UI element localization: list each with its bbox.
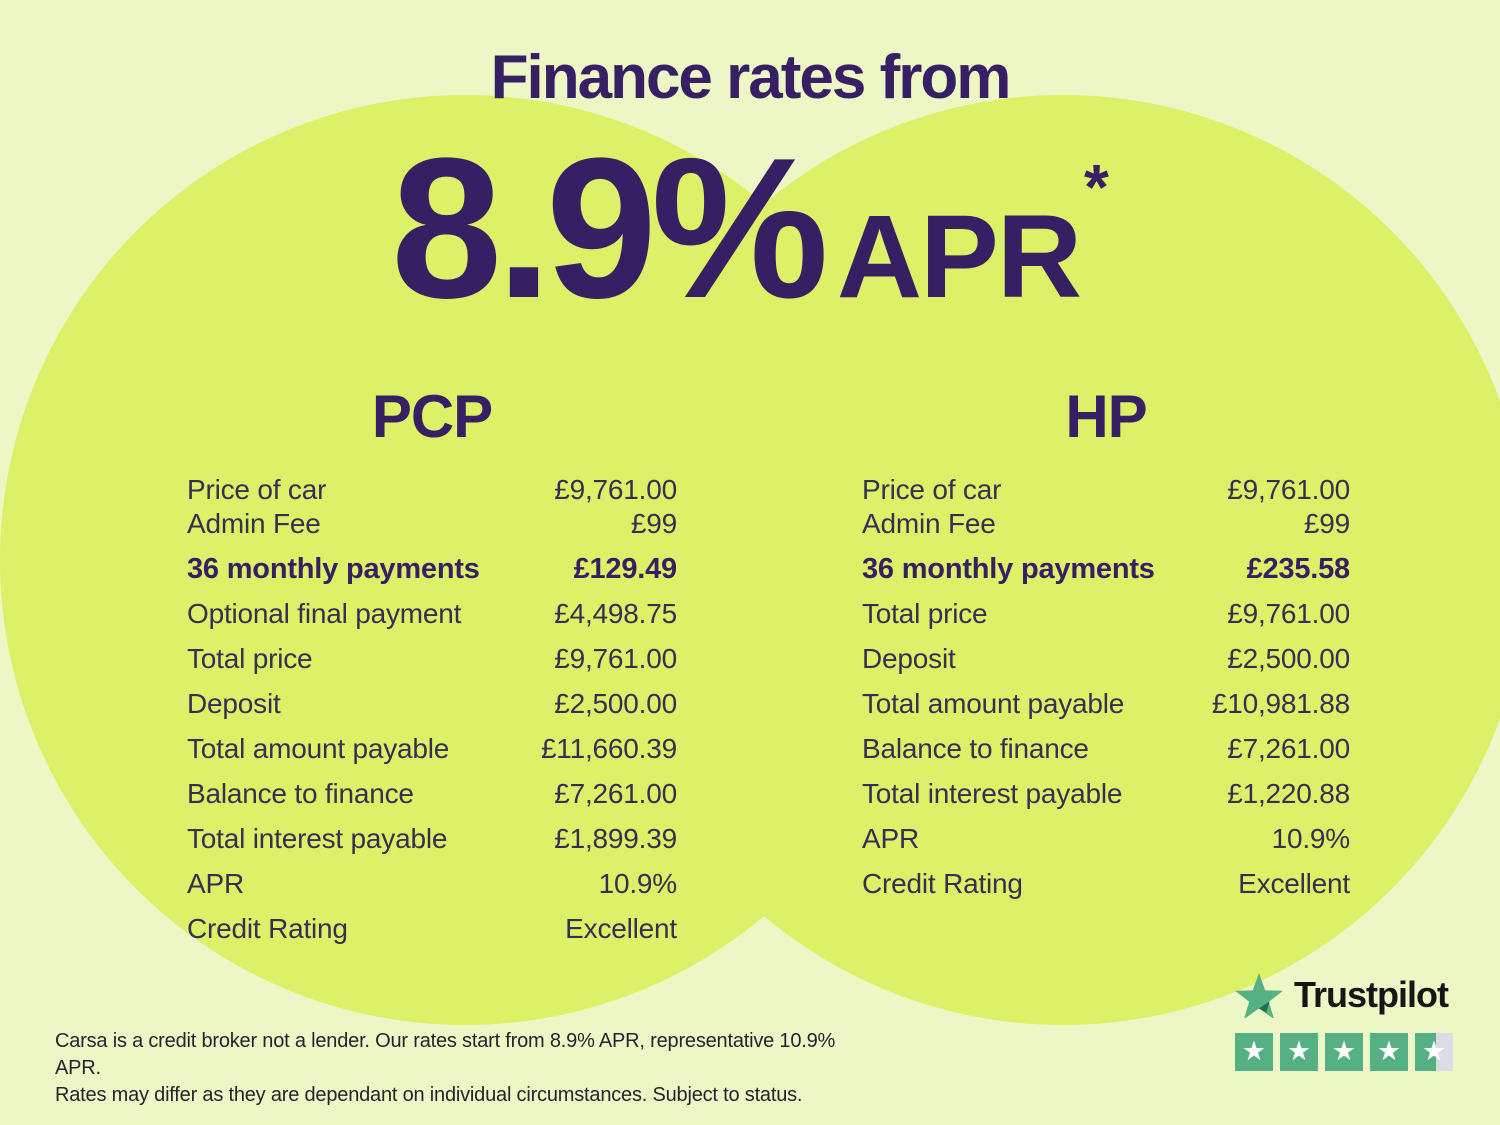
row-label: Deposit [187,688,281,719]
table-row: Total price £9,761.00 [862,598,1350,632]
rate-suffix-apr: APR [836,191,1082,323]
row-label: Deposit [862,643,956,674]
row-value: £9,761.00 [1227,474,1350,505]
rating-star-box: ★ [1370,1033,1408,1071]
table-row: Credit Rating Excellent [862,868,1350,902]
rate-value: 8.9% [391,117,829,340]
row-value: 10.9% [598,868,678,899]
row-value: £4,498.75 [554,598,677,629]
row-label: Total amount payable [187,733,450,764]
rating-star-box: ★ [1235,1033,1273,1071]
row-label: Total interest payable [862,778,1123,809]
trustpilot-logo: Trustpilot [1235,972,1449,1018]
row-value: £9,761.00 [1227,598,1350,629]
table-row: Total amount payable £10,981.88 [862,688,1350,722]
row-label: 36 monthly payments [862,553,1155,585]
table-row: Credit Rating Excellent [187,913,677,947]
disclaimer: Carsa is a credit broker not a lender. O… [55,1028,855,1109]
row-label: Price of car [862,474,1002,505]
row-label: 36 monthly payments [187,553,480,585]
row-label: Price of car [187,474,327,505]
row-value: £11,660.39 [540,733,677,764]
table-row: Price of car £9,761.00 [187,474,677,508]
row-label: Balance to finance [187,778,414,809]
hp-column-heading: HP [1065,383,1147,450]
row-value: £2,500.00 [554,688,677,719]
star-icon: ★ [1286,1035,1312,1066]
poster-title: Finance rates from [490,43,1012,112]
row-label: Optional final payment [187,598,462,629]
table-row: Deposit £2,500.00 [187,688,677,722]
row-value: £2,500.00 [1227,643,1350,674]
rating-star-box: ★ [1415,1033,1453,1071]
rate-asterisk: * [1084,151,1109,223]
rating-star-box: ★ [1325,1033,1363,1071]
row-value: Excellent [1238,868,1350,899]
pcp-column-heading: PCP [371,383,493,450]
headline-rate: 8.9% APR * [0,129,1500,329]
row-value: £1,220.88 [1227,778,1350,809]
row-label: APR [187,868,244,899]
star-icon: ★ [1241,1035,1267,1066]
trustpilot-wordmark: Trustpilot [1294,974,1449,1015]
row-label: Admin Fee [187,508,321,539]
table-row: Price of car £9,761.00 [862,474,1350,508]
table-row: 36 monthly payments £235.58 [862,553,1350,587]
row-value: £9,761.00 [554,474,677,505]
table-row: Total price £9,761.00 [187,643,677,677]
row-label: Credit Rating [862,868,1023,899]
disclaimer-line-1: Carsa is a credit broker not a lender. O… [55,1030,836,1079]
row-label: Credit Rating [187,913,348,944]
row-value: Excellent [565,913,677,944]
background-circle-right [598,95,1500,1025]
table-row: Total interest payable £1,220.88 [862,778,1350,812]
table-row: APR 10.9% [187,868,677,902]
trustpilot-stars: ★ ★ ★ ★ ★ [1235,1033,1453,1071]
table-row: APR 10.9% [862,823,1350,857]
row-value: £235.58 [1246,553,1351,585]
row-value: £129.49 [573,553,678,585]
table-row: Balance to finance £7,261.00 [187,778,677,812]
table-row: Total amount payable £11,660.39 [187,733,677,767]
table-row: Optional final payment £4,498.75 [187,598,677,632]
row-label: APR [862,823,919,854]
table-row: Total interest payable £1,899.39 [187,823,677,857]
row-value: 10.9% [1271,823,1351,854]
disclaimer-line-2: Rates may differ as they are dependant o… [55,1084,803,1106]
row-label: Balance to finance [862,733,1089,764]
row-value: £7,261.00 [1227,733,1350,764]
trustpilot-star-icon [1235,973,1283,1018]
row-value: £7,261.00 [554,778,677,809]
row-value: £10,981.88 [1211,688,1350,719]
row-label: Total interest payable [187,823,448,854]
table-row: Balance to finance £7,261.00 [862,733,1350,767]
row-label: Total price [187,643,313,674]
star-icon: ★ [1331,1035,1357,1066]
star-icon: ★ [1421,1035,1447,1066]
rating-star-box: ★ [1280,1033,1318,1071]
row-value: £99 [1303,508,1350,539]
table-row: Admin Fee £99 [187,508,677,542]
star-icon: ★ [1376,1035,1402,1066]
row-label: Total price [862,598,988,629]
row-label: Admin Fee [862,508,996,539]
row-value: £9,761.00 [554,643,677,674]
hp-table: Price of car £9,761.00 Admin Fee £99 36 … [862,474,1350,902]
table-row: 36 monthly payments £129.49 [187,553,677,587]
row-value: £1,899.39 [554,823,677,854]
row-label: Total amount payable [862,688,1125,719]
table-row: Admin Fee £99 [862,508,1350,542]
pcp-table: Price of car £9,761.00 Admin Fee £99 36 … [187,474,677,947]
row-value: £99 [630,508,677,539]
table-row: Deposit £2,500.00 [862,643,1350,677]
